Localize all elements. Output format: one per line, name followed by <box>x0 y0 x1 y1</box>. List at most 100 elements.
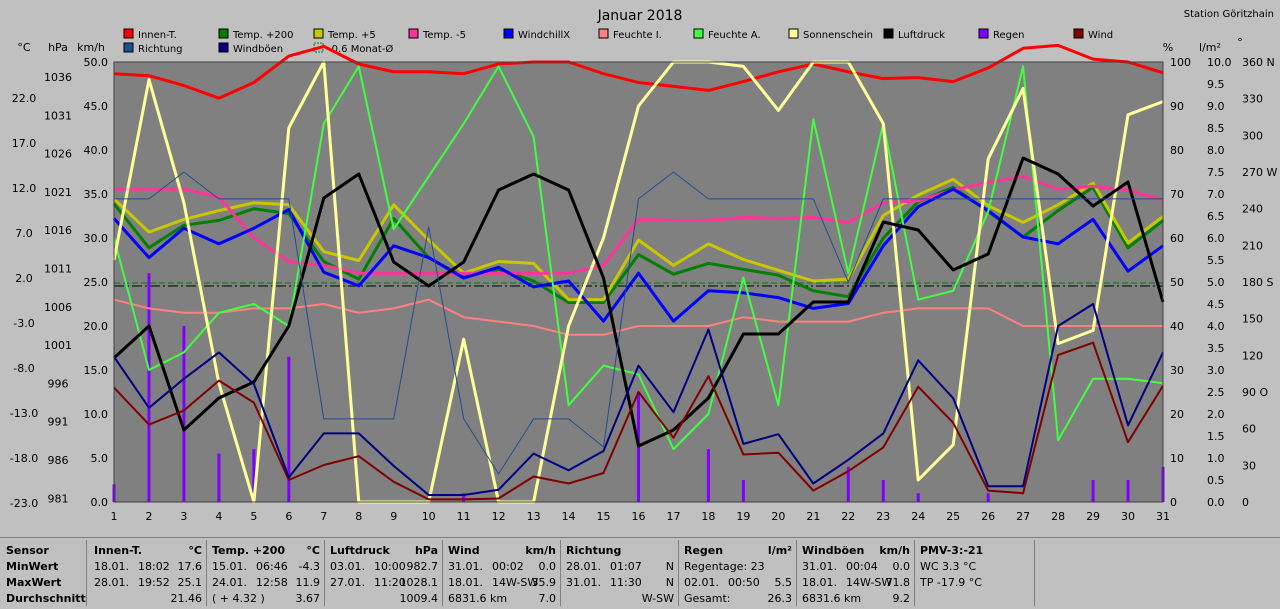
wind-tick: 5.0 <box>91 452 109 465</box>
legend-swatch <box>123 28 134 39</box>
x-tick: 17 <box>666 510 680 523</box>
rain-tick: 1.0 <box>1207 452 1225 465</box>
rain-bar <box>287 356 291 502</box>
series-line-luftdruck <box>112 156 1165 448</box>
dir-tick: 30 <box>1242 459 1256 472</box>
stats-cell: 01:07 <box>610 560 642 573</box>
wind-tick: 15.0 <box>84 364 109 377</box>
stats-cell: 18.01. <box>448 576 483 589</box>
stats-cell: 1028.1 <box>399 576 439 589</box>
legend-swatch <box>883 28 894 39</box>
dir-tick: 270 W <box>1242 166 1277 179</box>
stats-cell: 25.1 <box>177 576 203 589</box>
series-line-sonnenschein <box>112 60 1164 504</box>
x-tick: 1 <box>111 510 118 523</box>
stats-panel: Wind km/h 31.01. 00:02 0.0 18.01. 14W-SW 35.9 68… <box>442 540 561 606</box>
x-tick: 7 <box>320 510 327 523</box>
stats-panel: Richtung 28.01. 01:07 N 31.01. 11:30 N W-SW <box>560 540 679 606</box>
legend-swatch <box>313 28 324 39</box>
legend-label: WindchillX <box>518 30 570 41</box>
x-tick: 16 <box>632 510 646 523</box>
wind-tick: 40.0 <box>84 144 109 157</box>
series-line-innen-t- <box>113 43 1164 100</box>
x-tick: 29 <box>1086 510 1100 523</box>
stats-cell: 14W-SW <box>846 576 893 589</box>
pressure-tick: 1016 <box>44 224 72 237</box>
x-tick: 23 <box>876 510 890 523</box>
x-tick: 25 <box>946 510 960 523</box>
temp-tick: -3.0 <box>13 317 34 330</box>
rain-bar <box>706 449 710 502</box>
x-tick: 13 <box>527 510 541 523</box>
stats-cell: 18.01. <box>94 560 129 573</box>
weather-chart: Januar 2018 Station Göritzhain Innen-T. Tem… <box>10 8 1278 523</box>
stats-cell: 24.01. <box>212 576 247 589</box>
wind-tick: 25.0 <box>84 276 109 289</box>
x-tick: 31 <box>1156 510 1170 523</box>
rain-bar <box>1126 480 1130 502</box>
rain-bar <box>252 449 256 502</box>
percent-tick: 10 <box>1170 452 1184 465</box>
temp-tick: -13.0 <box>10 407 38 420</box>
chart-area: Januar 2018 Station Göritzhain Innen-T. Tem… <box>9 8 1278 523</box>
percent-tick: 50 <box>1170 276 1184 289</box>
x-tick: 26 <box>981 510 995 523</box>
pressure-tick: 1021 <box>44 186 72 199</box>
stats-cell: W-SW <box>641 592 674 605</box>
pressure-tick: 1006 <box>44 301 72 314</box>
rain-tick: 3.5 <box>1207 342 1225 355</box>
stats-panel-title: Windböen <box>802 544 865 557</box>
x-tick: 22 <box>841 510 855 523</box>
legend-swatch <box>408 28 419 39</box>
rain-bar <box>846 466 850 502</box>
legend-swatch <box>503 28 514 39</box>
x-tick: 12 <box>492 510 506 523</box>
stats-cell: 35.9 <box>531 576 557 589</box>
pressure-tick: 996 <box>48 377 69 390</box>
x-tick: 3 <box>180 510 187 523</box>
stats-cell: 9.2 <box>892 592 911 605</box>
legend-label: Temp. +200 <box>232 30 293 41</box>
rain-bar <box>881 480 885 502</box>
x-tick: 4 <box>215 510 222 523</box>
legend-label: -0.6 Monat-Ø <box>328 43 393 55</box>
legend-swatch <box>978 28 989 39</box>
wind-tick: 20.0 <box>84 320 109 333</box>
stats-cell: 31.01. <box>566 576 601 589</box>
temp-tick: 22.0 <box>12 92 37 105</box>
stats-cell: 00:04 <box>846 560 878 573</box>
station-name: Station Göritzhain <box>1184 9 1274 20</box>
stats-cell: N <box>665 560 674 573</box>
wind-tick: 45.0 <box>84 100 109 113</box>
stats-cell: 31.01. <box>802 560 837 573</box>
x-tick: 21 <box>806 510 820 523</box>
stats-panel-title: Regen <box>684 544 724 557</box>
stats-cell: 1009.4 <box>399 592 439 605</box>
rain-tick: 10.0 <box>1207 56 1232 69</box>
stats-panel: PMV-3:-21 WC 3.3 °C TP -17.9 °C <box>914 540 1035 606</box>
stats-cell: 71.8 <box>885 576 911 589</box>
stats-cell: 10:00 <box>374 560 406 573</box>
pressure-tick: 1001 <box>44 339 72 352</box>
stats-panel-unit: °C <box>188 544 202 557</box>
percent-tick: 40 <box>1170 320 1184 333</box>
stats-cell: WC 3.3 °C <box>920 560 977 573</box>
dir-unit: ° <box>1237 36 1243 49</box>
x-tick: 30 <box>1121 510 1135 523</box>
rain-tick: 6.5 <box>1207 210 1225 223</box>
stats-cell: 18:02 <box>138 560 170 573</box>
stats-panel-title: Temp. +200 <box>212 544 286 557</box>
dir-tick: 150 <box>1242 313 1263 326</box>
stats-cell: 03.01. <box>330 560 365 573</box>
x-tick: 11 <box>457 510 471 523</box>
rain-tick: 8.5 <box>1207 122 1225 135</box>
legend-label: Temp. -5 <box>422 30 466 41</box>
series-line-wind <box>113 341 1164 501</box>
stats-row-label: MinWert <box>6 560 59 573</box>
stats-cell: Gesamt: <box>684 592 731 605</box>
rain-tick: 1.5 <box>1207 430 1225 443</box>
series-line-temp-5 <box>114 174 1164 275</box>
wind-tick: 35.0 <box>84 188 109 201</box>
rain-tick: 9.5 <box>1207 78 1225 91</box>
rain-tick: 0.0 <box>1207 496 1225 509</box>
